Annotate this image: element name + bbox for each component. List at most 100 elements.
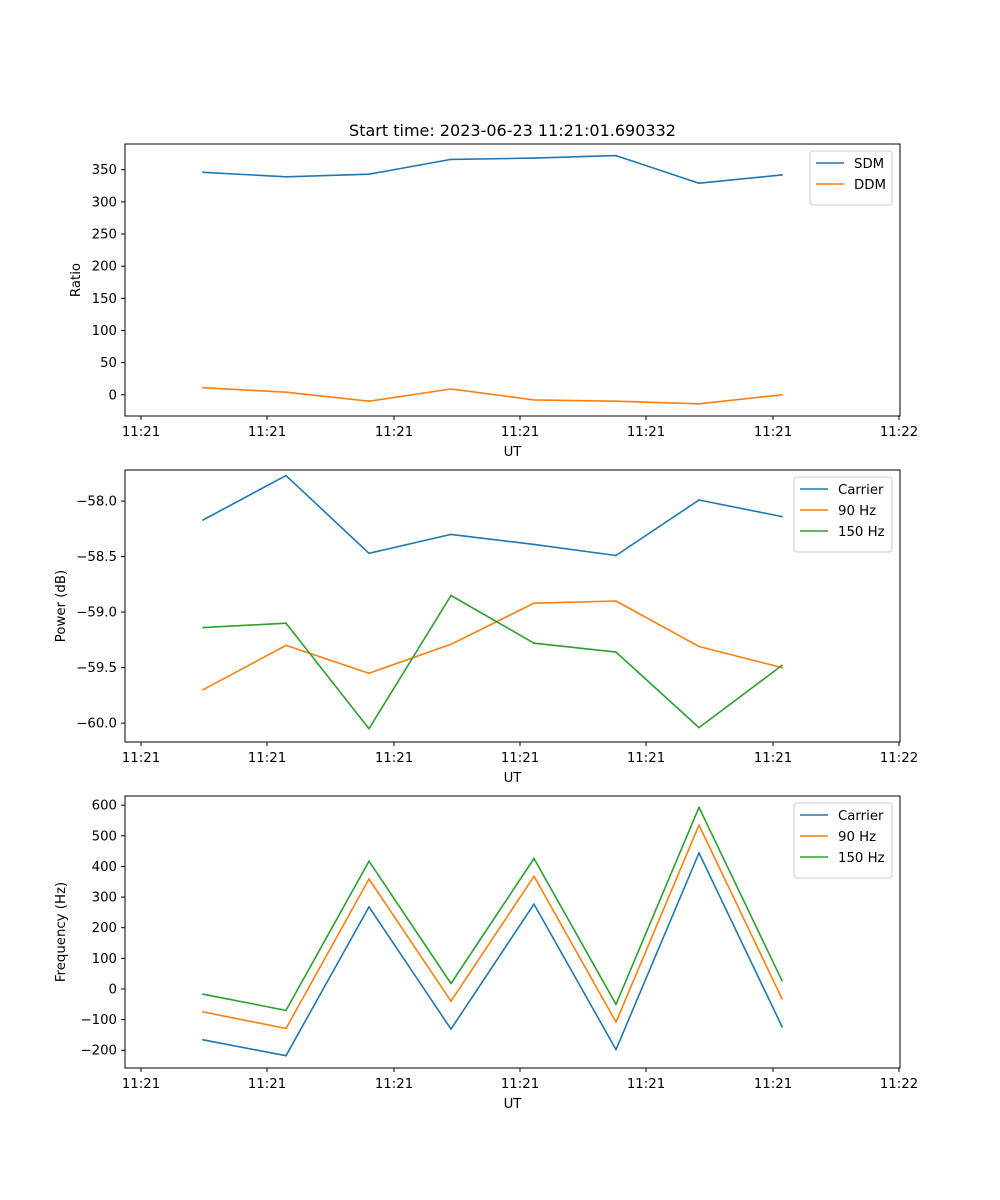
x-tick-label: 11:21 xyxy=(248,1077,286,1092)
data-point xyxy=(285,1027,287,1030)
y-tick-group: −58.0 −58.5 −59.0 −59.5 −60.0 xyxy=(76,495,125,732)
y-tick-label: 0 xyxy=(109,982,117,997)
data-point xyxy=(450,158,452,161)
x-tick-label: 11:21 xyxy=(501,425,539,440)
data-point xyxy=(781,979,783,982)
legend: Carrier 90 Hz 150 Hz xyxy=(793,476,893,553)
x-tick-label: 11:21 xyxy=(248,425,286,440)
legend-box xyxy=(793,802,893,879)
x-axis-label: UT xyxy=(504,771,523,786)
chart-panel-power: 11:21 11:21 11:21 11:21 11:21 11:21 11:22 −58.… xyxy=(54,469,918,786)
y-tick-label: 200 xyxy=(92,921,117,936)
y-tick-label: −59.0 xyxy=(76,606,117,621)
data-point xyxy=(615,554,617,557)
x-tick-group: 11:21 11:21 11:21 11:21 11:21 11:21 11:22 xyxy=(122,416,918,440)
data-point xyxy=(450,643,452,646)
series-line-carrier xyxy=(202,852,783,1057)
x-tick-group: 11:21 11:21 11:21 11:21 11:21 11:21 11:22 xyxy=(122,742,918,766)
y-tick-label: −58.0 xyxy=(76,495,117,510)
legend-label: 90 Hz xyxy=(838,504,876,519)
y-tick-label: −60.0 xyxy=(76,717,117,732)
x-tick-label: 11:21 xyxy=(375,425,413,440)
y-tick-group: −200 −100 0 100 200 300 400 500 600 xyxy=(80,799,125,1059)
data-point xyxy=(698,726,700,729)
data-point xyxy=(533,642,535,645)
x-tick-label: 11:21 xyxy=(122,1077,160,1092)
data-point xyxy=(698,824,700,826)
data-point xyxy=(202,1011,204,1013)
data-point xyxy=(615,400,617,403)
data-point xyxy=(781,174,783,176)
chart-panel-ratio: 11:21 11:21 11:21 11:21 11:21 11:21 11:22 0 50 1… xyxy=(69,143,918,460)
data-point xyxy=(202,171,204,174)
data-point xyxy=(285,175,287,178)
series-line-90-hz xyxy=(202,824,783,1030)
data-point xyxy=(781,393,783,396)
data-point xyxy=(533,875,535,878)
legend: Carrier 90 Hz 150 Hz xyxy=(793,802,893,879)
data-point xyxy=(285,644,287,647)
data-point xyxy=(615,1021,617,1023)
legend-label: Carrier xyxy=(838,809,884,824)
data-point xyxy=(285,391,287,394)
series-group xyxy=(202,806,783,1057)
data-point xyxy=(781,515,783,518)
data-point xyxy=(202,386,204,389)
data-point xyxy=(781,1025,783,1028)
data-point xyxy=(450,594,452,597)
y-tick-label: 50 xyxy=(100,356,117,371)
x-axis-label: UT xyxy=(504,1097,523,1112)
data-point xyxy=(615,154,617,157)
data-point xyxy=(698,645,700,648)
data-point xyxy=(533,903,535,905)
x-tick-group: 11:21 11:21 11:21 11:21 11:21 11:21 11:22 xyxy=(122,1068,918,1092)
plot-frame xyxy=(124,143,901,417)
data-point xyxy=(533,602,535,605)
data-point xyxy=(368,552,370,555)
y-tick-label: 300 xyxy=(92,891,117,906)
series-line-sdm xyxy=(202,154,783,184)
legend-label: DDM xyxy=(854,178,886,193)
data-point xyxy=(368,727,370,730)
y-tick-label: 500 xyxy=(92,829,117,844)
data-point xyxy=(533,543,535,546)
x-tick-label: 11:22 xyxy=(880,751,918,766)
series-group xyxy=(202,154,783,405)
data-point xyxy=(202,688,204,691)
data-point xyxy=(285,1054,287,1057)
plot-frame xyxy=(124,469,901,743)
data-point xyxy=(285,1009,287,1012)
data-point xyxy=(450,533,452,536)
y-tick-label: −59.5 xyxy=(76,661,117,676)
data-point xyxy=(450,1000,452,1003)
data-point xyxy=(698,182,700,185)
x-tick-label: 11:21 xyxy=(122,425,160,440)
data-point xyxy=(285,474,287,477)
y-tick-label: −58.5 xyxy=(76,550,117,565)
legend: SDM DDM xyxy=(809,150,893,206)
y-tick-label: 300 xyxy=(92,195,117,210)
data-point xyxy=(781,664,783,667)
x-tick-label: 11:21 xyxy=(501,1077,539,1092)
data-point xyxy=(450,982,452,985)
y-axis-label: Ratio xyxy=(69,263,84,297)
data-point xyxy=(202,519,204,521)
y-tick-group: 0 50 100 150 200 250 300 350 xyxy=(92,163,125,403)
x-tick-label: 11:22 xyxy=(880,425,918,440)
x-tick-label: 11:21 xyxy=(627,751,665,766)
data-point xyxy=(202,1038,204,1041)
y-tick-label: 350 xyxy=(92,163,117,178)
y-tick-label: 600 xyxy=(92,799,117,814)
data-point xyxy=(368,860,370,863)
y-axis-label: Power (dB) xyxy=(54,570,69,642)
legend-label: Carrier xyxy=(838,483,884,498)
x-tick-label: 11:21 xyxy=(754,751,792,766)
data-point xyxy=(533,399,535,401)
data-point xyxy=(615,1048,617,1051)
y-axis-label: Frequency (Hz) xyxy=(54,882,69,982)
data-point xyxy=(368,672,370,675)
data-point xyxy=(698,402,700,405)
series-line-carrier xyxy=(202,474,783,557)
y-tick-label: 200 xyxy=(92,260,117,275)
x-tick-label: 11:21 xyxy=(754,425,792,440)
